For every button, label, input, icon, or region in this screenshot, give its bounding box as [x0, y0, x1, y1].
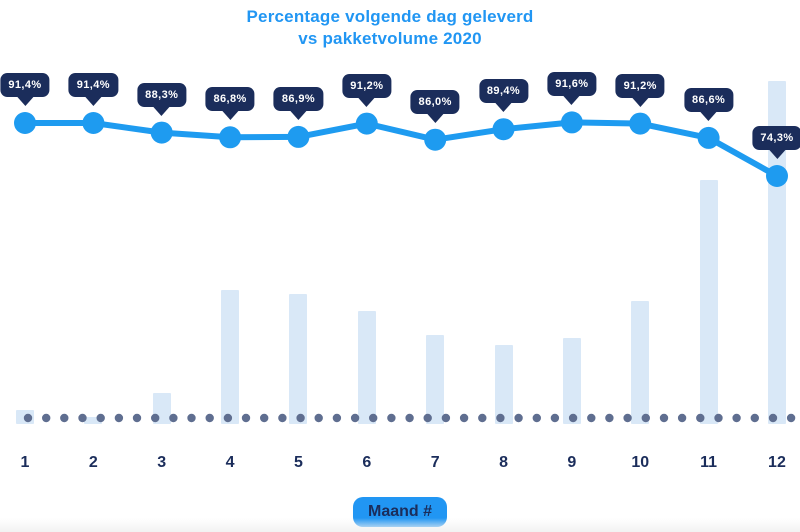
baseline-dot	[169, 413, 178, 423]
baseline-dot	[350, 413, 360, 423]
baseline-dot	[514, 413, 523, 423]
month-label-8: 8	[499, 454, 508, 471]
baseline-dot	[496, 413, 505, 423]
value-tooltip-1: 91,4%	[0, 73, 50, 97]
line-point-2	[82, 112, 105, 134]
baseline-dot	[732, 413, 741, 423]
month-label-6: 6	[362, 454, 372, 471]
baseline-dot	[623, 413, 632, 423]
baseline-dot	[132, 413, 142, 423]
baseline-dot	[332, 413, 342, 423]
value-tooltip-8: 89,4%	[478, 79, 529, 104]
month-label-3: 3	[157, 454, 167, 471]
month-label-11: 11	[700, 454, 718, 471]
month-label-2: 2	[88, 454, 98, 471]
line-point-8	[492, 118, 515, 141]
baseline-dot	[23, 413, 33, 423]
baseline-dot	[387, 413, 396, 423]
line-point-9	[560, 111, 583, 134]
baseline-dot	[641, 413, 650, 423]
month-label-12: 12	[768, 454, 786, 471]
baseline-dot	[677, 413, 687, 423]
baseline-dot	[605, 413, 614, 423]
month-label-10: 10	[631, 454, 650, 471]
value-tooltip-3: 88,3%	[137, 82, 187, 107]
baseline-dot	[750, 413, 759, 423]
x-axis-label-badge: Maand #	[352, 497, 448, 527]
baseline-dot	[314, 413, 323, 423]
volume-bar-6	[357, 310, 376, 424]
baseline-dot	[151, 413, 160, 423]
line-point-3	[150, 121, 173, 144]
chart-title-line1: Percentage volgende dag geleverd	[246, 7, 534, 26]
value-tooltip-7: 86,0%	[410, 89, 460, 114]
line-point-1	[14, 112, 36, 134]
baseline-dot	[714, 413, 723, 423]
value-tooltip-5: 86,9%	[273, 86, 324, 111]
value-tooltip-9: 91,6%	[547, 72, 597, 97]
chart-title-line2: vs pakketvolume 2020	[298, 29, 482, 48]
volume-bar-7	[426, 334, 445, 424]
baseline-dot	[223, 413, 233, 423]
baseline-dot	[405, 413, 414, 423]
volume-bar-5	[289, 293, 308, 424]
baseline-dot	[459, 413, 469, 423]
line-point-4	[219, 126, 242, 149]
value-tooltip-4: 86,8%	[205, 87, 255, 112]
baseline-dot	[768, 413, 778, 423]
chart-title: Percentage volgende dag geleverd vs pakk…	[0, 6, 780, 50]
volume-bar-4	[221, 290, 240, 424]
baseline-dot	[659, 413, 669, 423]
dotted-baseline	[23, 413, 796, 423]
line-point-5	[287, 125, 310, 148]
baseline-dot	[423, 413, 432, 423]
volume-bar-9	[562, 338, 581, 424]
volume-bar-11	[699, 180, 718, 424]
baseline-dot	[786, 413, 796, 423]
baseline-dot	[296, 413, 305, 423]
value-tooltip-2: 91,4%	[68, 73, 118, 97]
baseline-dot	[532, 413, 541, 423]
baseline-dot	[550, 413, 560, 423]
line-point-6	[355, 112, 378, 135]
baseline-dot	[114, 413, 124, 423]
baseline-dot	[568, 413, 578, 423]
value-tooltip-10: 91,2%	[615, 73, 665, 98]
baseline-dot	[441, 413, 451, 423]
line-point-11	[697, 126, 720, 149]
volume-bar-8	[494, 345, 513, 424]
percentage-line	[22, 119, 780, 179]
baseline-dot	[241, 413, 251, 423]
month-label-5: 5	[293, 454, 303, 471]
baseline-dot	[478, 413, 487, 423]
month-label-7: 7	[430, 454, 440, 471]
baseline-dot	[205, 413, 214, 423]
value-tooltip-6: 91,2%	[342, 73, 392, 98]
baseline-dot	[587, 413, 596, 423]
baseline-dot	[187, 413, 196, 423]
volume-bar-2	[84, 417, 103, 424]
value-tooltip-11: 86,6%	[683, 87, 734, 112]
baseline-dot	[78, 413, 87, 423]
baseline-dot	[60, 413, 69, 423]
baseline-dot	[278, 413, 287, 423]
volume-bar-10	[631, 300, 650, 424]
month-label-4: 4	[225, 454, 235, 471]
month-label-1: 1	[20, 454, 30, 471]
month-label-9: 9	[567, 454, 577, 471]
line-point-12	[766, 165, 788, 187]
baseline-dot	[369, 413, 378, 423]
value-tooltip-12: 74,3%	[752, 126, 800, 150]
baseline-dot	[42, 413, 51, 423]
line-point-10	[629, 112, 652, 135]
line-point-7	[424, 128, 447, 151]
baseline-dot	[260, 413, 269, 423]
baseline-dot	[696, 413, 705, 423]
baseline-dot	[96, 413, 105, 423]
